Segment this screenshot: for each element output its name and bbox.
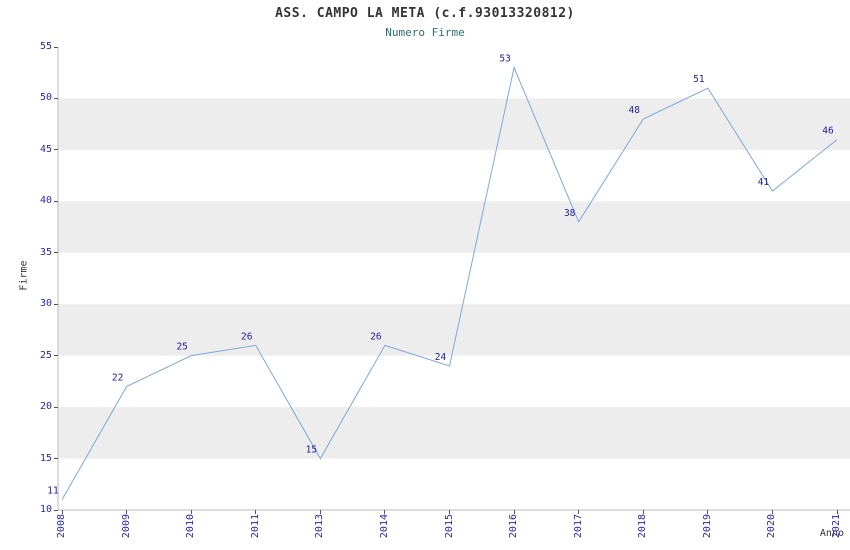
y-tick-mark xyxy=(54,303,58,305)
data-label: 26 xyxy=(370,331,382,342)
data-label: 53 xyxy=(499,54,510,65)
x-tick-label: 2019 xyxy=(701,514,713,539)
x-tick-label: 2016 xyxy=(508,514,520,539)
chart-svg: 11 22 25 26 15 26 24 53 38 48 51 41 46 xyxy=(47,47,850,511)
chart-title: ASS. CAMPO LA META (c.f.93013320812) xyxy=(275,6,575,21)
y-tick-mark xyxy=(54,252,58,254)
x-tick-mark xyxy=(190,510,192,514)
data-label: 11 xyxy=(47,486,59,497)
grid-band xyxy=(58,98,850,150)
y-tick-label: 35 xyxy=(39,246,52,258)
x-tick-mark xyxy=(61,510,63,514)
x-tick-mark xyxy=(319,510,321,514)
data-label: 24 xyxy=(435,352,447,363)
x-tick-label: 2020 xyxy=(766,514,778,539)
y-tick-label: 20 xyxy=(39,401,52,413)
x-tick-mark xyxy=(255,510,257,514)
x-tick-mark xyxy=(578,510,580,514)
x-tick-mark xyxy=(707,510,709,514)
x-tick-label: 2018 xyxy=(637,514,649,539)
y-tick-label: 15 xyxy=(39,452,52,464)
grid-band xyxy=(58,407,850,459)
x-tick-label: 2009 xyxy=(120,514,132,539)
data-label: 38 xyxy=(564,208,576,219)
y-tick-mark xyxy=(54,200,58,202)
x-tick-label: 2013 xyxy=(314,514,326,539)
x-tick-mark xyxy=(642,510,644,514)
x-tick-mark xyxy=(836,510,838,514)
data-label: 48 xyxy=(629,105,641,116)
data-label: 51 xyxy=(693,74,705,85)
data-label: 22 xyxy=(112,373,123,384)
x-tick-label: 2015 xyxy=(443,514,455,539)
y-tick-label: 10 xyxy=(39,504,52,515)
x-tick-label: 2010 xyxy=(185,514,197,539)
x-tick-label: 2008 xyxy=(56,514,67,539)
y-tick-mark xyxy=(54,97,58,99)
x-axis-title: Anno xyxy=(819,528,844,539)
x-tick-mark xyxy=(126,510,128,514)
y-tick-label: 30 xyxy=(39,298,52,310)
grid-band xyxy=(58,201,850,253)
data-label: 46 xyxy=(822,126,834,137)
y-tick-mark xyxy=(54,355,58,357)
chart-subtitle: Numero Firme xyxy=(385,26,465,39)
y-tick-label: 25 xyxy=(39,349,52,361)
y-tick-label: 50 xyxy=(39,92,52,104)
y-tick-label: 40 xyxy=(39,195,52,207)
data-label: 25 xyxy=(176,342,187,353)
data-label: 41 xyxy=(758,177,770,188)
data-label: 26 xyxy=(241,331,253,342)
y-tick-mark xyxy=(54,509,58,511)
x-tick-label: 2021 xyxy=(831,514,842,539)
y-tick-label: 45 xyxy=(39,143,52,155)
series-line xyxy=(61,65,838,500)
x-tick-mark xyxy=(771,510,773,514)
y-tick-mark xyxy=(54,458,58,460)
y-tick-mark xyxy=(54,46,58,48)
x-tick-label: 2017 xyxy=(572,514,584,539)
y-tick-mark xyxy=(54,149,58,151)
y-tick-label: 55 xyxy=(39,41,52,52)
x-tick-mark xyxy=(384,510,386,514)
x-tick-label: 2011 xyxy=(249,514,261,539)
x-tick-mark xyxy=(513,510,515,514)
data-label: 15 xyxy=(306,445,317,456)
plot-area: 11 22 25 26 15 26 24 53 38 48 51 41 46 xyxy=(47,47,850,511)
x-tick-label: 2014 xyxy=(378,514,390,539)
x-tick-mark xyxy=(449,510,450,514)
y-tick-mark xyxy=(54,406,58,408)
